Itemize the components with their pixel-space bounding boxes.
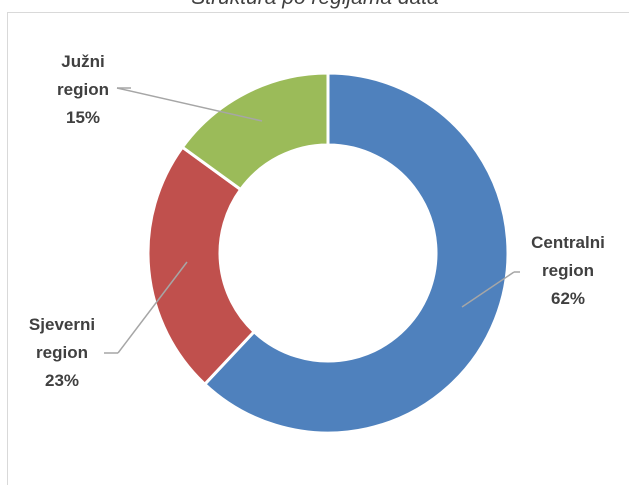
data-label-line: 62% bbox=[551, 289, 585, 308]
data-label-južni-region: Južni region 15% bbox=[57, 52, 109, 127]
data-label-line: region bbox=[57, 80, 109, 99]
slice-centralni-region bbox=[202, 71, 510, 435]
data-label-centralni-region: Centralni region 62% bbox=[531, 233, 605, 308]
chart-area bbox=[7, 12, 629, 485]
chart-title: Struktura po regijama data bbox=[0, 0, 630, 10]
data-label-line: region bbox=[542, 261, 594, 280]
slice-južni-region bbox=[180, 71, 330, 192]
data-label-line: Južni bbox=[61, 52, 104, 71]
data-label-line: 15% bbox=[66, 108, 100, 127]
data-label-line: region bbox=[36, 343, 88, 362]
leader-line bbox=[117, 261, 188, 354]
leader-line bbox=[461, 271, 515, 308]
data-label-line: Centralni bbox=[531, 233, 605, 252]
data-label-line: Sjeverni bbox=[29, 315, 95, 334]
data-label-line: 23% bbox=[45, 371, 79, 390]
leader-line bbox=[116, 87, 263, 122]
slice-sjeverni-region bbox=[146, 145, 257, 387]
data-label-sjeverni-region: Sjeverni region 23% bbox=[29, 315, 95, 390]
